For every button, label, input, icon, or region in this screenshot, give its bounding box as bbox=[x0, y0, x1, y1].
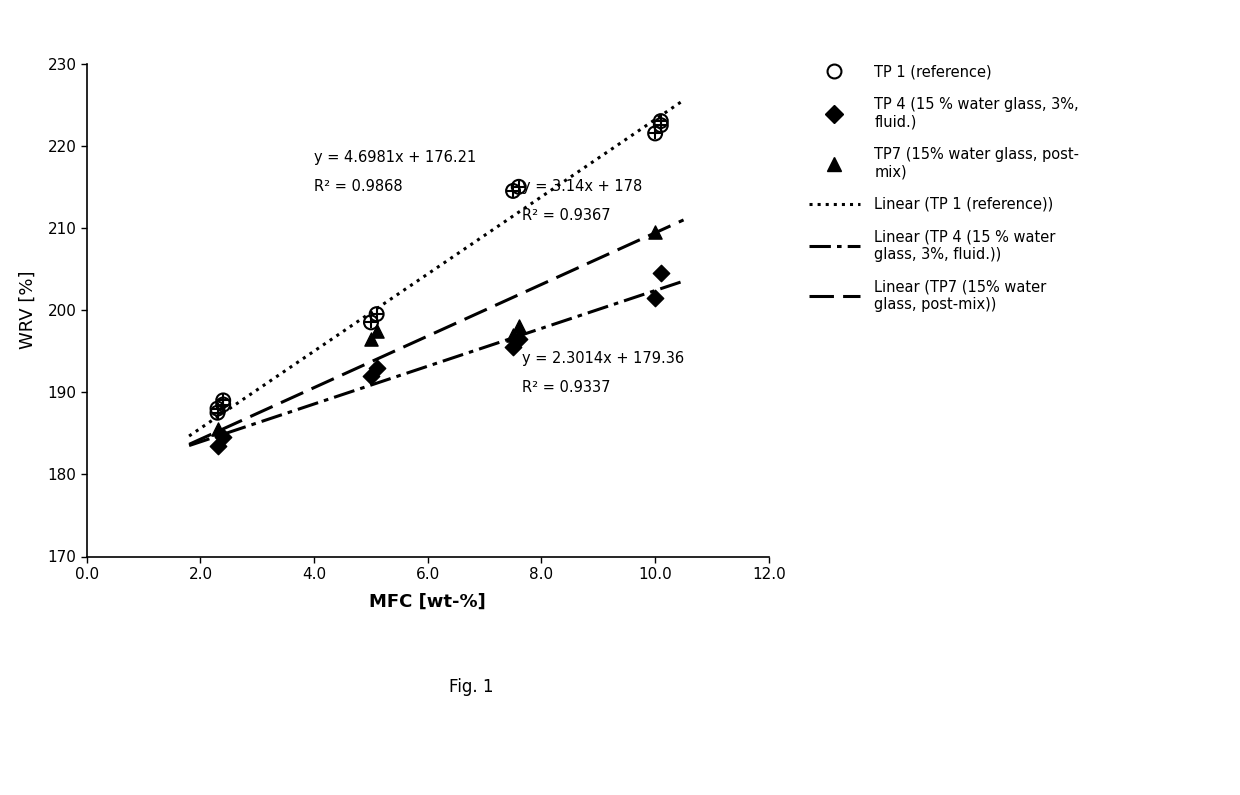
Point bbox=[651, 114, 671, 127]
Point bbox=[213, 398, 233, 411]
X-axis label: MFC [wt-%]: MFC [wt-%] bbox=[370, 593, 486, 611]
Point bbox=[503, 184, 523, 197]
Text: R² = 0.9337: R² = 0.9337 bbox=[522, 380, 610, 395]
Point bbox=[651, 119, 671, 132]
Text: y = 4.6981x + 176.21: y = 4.6981x + 176.21 bbox=[314, 150, 476, 165]
Point bbox=[503, 340, 523, 353]
Y-axis label: WRV [%]: WRV [%] bbox=[19, 271, 36, 349]
Point bbox=[361, 332, 381, 345]
Point bbox=[213, 394, 233, 407]
Point bbox=[213, 394, 233, 407]
Point bbox=[645, 291, 665, 304]
Point bbox=[645, 226, 665, 238]
Point bbox=[645, 127, 665, 140]
Legend: TP 1 (reference), TP 4 (15 % water glass, 3%,
fluid.), TP7 (15% water glass, pos: TP 1 (reference), TP 4 (15 % water glass… bbox=[804, 59, 1085, 317]
Point bbox=[213, 398, 233, 411]
Point bbox=[207, 406, 227, 419]
Point bbox=[207, 402, 227, 415]
Point bbox=[508, 320, 528, 333]
Point bbox=[508, 180, 528, 193]
Point bbox=[361, 370, 381, 382]
Point bbox=[207, 440, 227, 452]
Point bbox=[503, 184, 523, 197]
Point bbox=[508, 332, 528, 345]
Point bbox=[651, 119, 671, 132]
Point bbox=[361, 316, 381, 329]
Point bbox=[508, 180, 528, 193]
Point bbox=[361, 316, 381, 329]
Point bbox=[207, 406, 227, 419]
Point bbox=[367, 308, 387, 320]
Point bbox=[503, 328, 523, 341]
Text: R² = 0.9868: R² = 0.9868 bbox=[314, 179, 403, 194]
Point bbox=[213, 431, 233, 444]
Point bbox=[207, 402, 227, 415]
Point bbox=[367, 308, 387, 320]
Point bbox=[367, 324, 387, 337]
Text: y = 2.3014x + 179.36: y = 2.3014x + 179.36 bbox=[522, 351, 683, 366]
Point bbox=[207, 423, 227, 436]
Text: R² = 0.9367: R² = 0.9367 bbox=[522, 207, 610, 223]
Point bbox=[367, 361, 387, 374]
Point bbox=[651, 114, 671, 127]
Text: y = 3.14x + 178: y = 3.14x + 178 bbox=[522, 179, 642, 194]
Point bbox=[645, 127, 665, 140]
Point bbox=[651, 267, 671, 280]
Text: Fig. 1: Fig. 1 bbox=[449, 677, 494, 696]
